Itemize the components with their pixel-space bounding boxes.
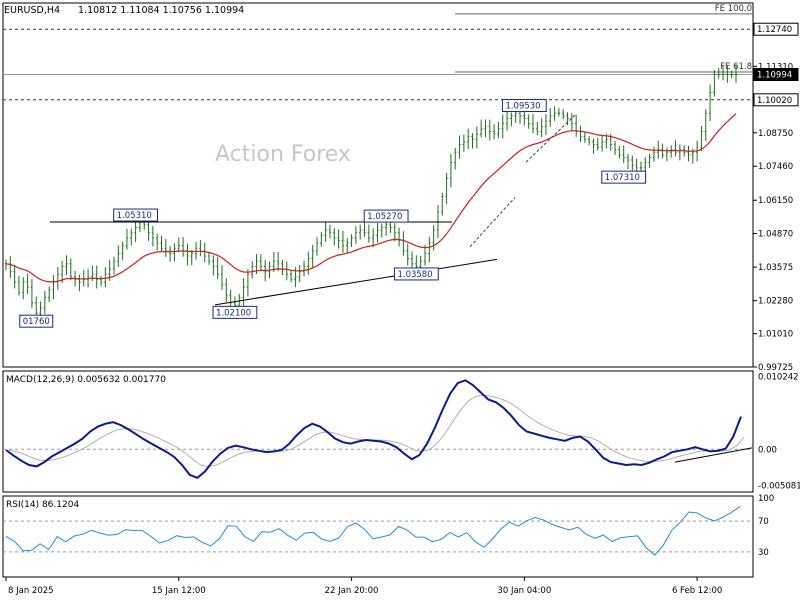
price-annotation-box (393, 267, 439, 281)
rsi-tick-label: 70 (758, 517, 769, 527)
time-tick-label: 22 Jan 20:00 (325, 586, 379, 596)
rsi-tick-label: 30 (758, 548, 769, 558)
moving-average-line (5, 113, 737, 283)
header-ohlc: 1.10812 1.11084 1.10756 1.10994 (78, 5, 244, 16)
main-pane (2, 2, 754, 368)
price-label-box (753, 22, 799, 36)
time-tick-label: 8 Jan 2025 (8, 586, 54, 596)
price-label-box (753, 93, 799, 107)
price-label-text: 1.10020 (757, 96, 792, 106)
macd-tick-label: 0.00 (758, 445, 777, 455)
price-annotation-box (601, 170, 647, 184)
price-annotation-box (19, 314, 54, 328)
price-tick-label: 1.04870 (758, 229, 793, 239)
price-annotation-label: 1.05310 (117, 211, 152, 221)
header-symbol: EURUSD,H4 (4, 5, 60, 16)
time-tick-label: 30 Jan 04:00 (497, 586, 551, 596)
price-label-box (753, 68, 799, 82)
macd-title: MACD(12,26,9) 0.005632 0.001770 (6, 375, 166, 385)
rsi-title: RSI(14) 86.1204 (6, 500, 79, 510)
price-label-text: 1.12740 (757, 25, 792, 35)
rsi-line (5, 506, 741, 556)
macd-signal-line (8, 394, 745, 468)
price-tick-label: 0.99725 (758, 363, 793, 373)
price-annotation-box (363, 209, 409, 223)
price-annotation-label: 1.09530 (505, 102, 540, 112)
price-annotation-box (212, 305, 258, 319)
price-tick-label: 1.02280 (758, 297, 793, 307)
price-annotation-label: 01760 (23, 317, 50, 327)
macd-line (5, 379, 742, 479)
fibonacci-leg-line (469, 197, 516, 248)
price-annotation-box (501, 99, 547, 113)
price-tick-label: 1.11310 (758, 62, 793, 72)
price-tick-label: 1.06150 (758, 196, 793, 206)
price-annotation-label: 1.03580 (397, 270, 432, 280)
watermark: Action Forex (215, 142, 351, 167)
price-annotation-box (113, 208, 158, 222)
rsi-tick-label: 100 (758, 494, 774, 504)
price-tick-label: 1.03575 (758, 263, 793, 273)
price-tick-label: 1.07460 (758, 162, 793, 172)
price-tick-label: 1.01010 (758, 330, 793, 340)
price-tick-label: 1.08750 (758, 129, 793, 139)
price-annotation-label: 1.05270 (367, 212, 402, 222)
rsi-pane (2, 495, 754, 578)
fibonacci-leg-line (525, 114, 576, 163)
support-trendline (214, 258, 498, 306)
price-annotation-label: 1.02100 (216, 308, 251, 318)
macd-pane (2, 370, 754, 493)
macd-tick-label: -0.005081 (758, 481, 800, 491)
time-tick-label: 6 Feb 12:00 (672, 586, 722, 596)
macd-tick-label: 0.010242 (758, 372, 799, 382)
macd-trendline (674, 447, 753, 463)
time-tick-label: 15 Jan 12:00 (152, 586, 206, 596)
price-annotation-label: 1.07310 (605, 173, 640, 183)
price-label-text: 1.10994 (757, 71, 792, 81)
fe-level-label: FE 100.0 (715, 4, 752, 14)
